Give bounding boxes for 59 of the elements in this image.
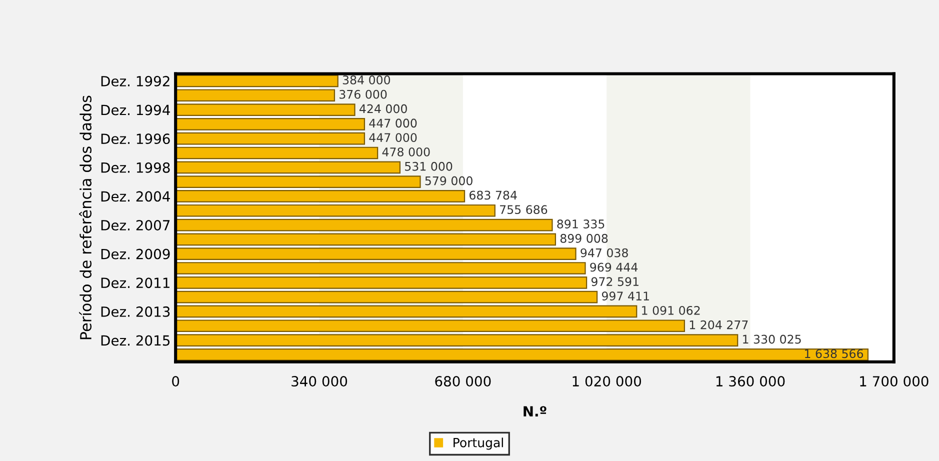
bar: [176, 118, 366, 130]
data-label: 969 444: [590, 262, 638, 272]
bar: [176, 262, 586, 274]
data-label: 683 784: [470, 190, 517, 200]
bar: [176, 176, 421, 188]
y-tick-label: Dez. 2004: [101, 191, 170, 202]
data-label: 755 686: [500, 205, 548, 214]
bar: [176, 190, 466, 202]
data-label: 972 591: [591, 277, 638, 286]
data-label: 891 335: [557, 220, 604, 228]
y-tick-label: Dez. 2013: [101, 306, 170, 317]
y-tick-label: Dez. 1998: [101, 162, 170, 173]
y-tick-label: Dez. 2007: [101, 220, 170, 230]
bar: [176, 146, 378, 160]
data-label: 579 000: [425, 176, 472, 186]
data-label: 531 000: [405, 162, 452, 171]
data-label: 899 008: [560, 234, 608, 243]
y-axis-title: Período de referência dos dados: [79, 96, 92, 340]
bar: [176, 290, 598, 304]
x-tick-label: 1 700 000: [860, 376, 928, 387]
data-label: 1 204 277: [690, 320, 748, 330]
y-tick-label: Dez. 2015: [101, 335, 170, 346]
data-label: 447 000: [369, 133, 417, 142]
data-label: 478 000: [382, 147, 430, 156]
bar: [176, 305, 638, 318]
data-label: 376 000: [340, 90, 387, 99]
bar: [176, 348, 869, 361]
bar: [176, 132, 366, 145]
y-tick-label: Dez. 1996: [101, 134, 170, 144]
data-label: 1 330 025: [743, 334, 801, 344]
y-tick-label: Dez. 2009: [101, 248, 170, 260]
data-label: 947 038: [580, 248, 628, 258]
data-label: 997 411: [602, 292, 649, 300]
bar: [176, 248, 576, 260]
x-tick-label: 340 000: [292, 376, 348, 387]
bar: [176, 161, 401, 174]
x-tick-label: 1 360 000: [716, 376, 785, 387]
y-tick-label: Dez. 1992: [101, 76, 170, 86]
data-label: 424 000: [360, 104, 407, 114]
bar: [176, 334, 738, 346]
bar: [176, 276, 588, 289]
y-tick-label: Dez. 1994: [101, 104, 170, 116]
x-axis-title: N.º: [524, 406, 546, 416]
bar: [176, 218, 553, 232]
bar: [176, 104, 356, 116]
data-label: 447 000: [369, 118, 417, 128]
x-tick-label: 1 020 000: [572, 376, 642, 387]
data-label: 1 638 566: [805, 349, 864, 358]
bar: [176, 89, 336, 102]
legend-label: Portugal: [454, 438, 503, 450]
y-tick-label: Dez. 2011: [101, 278, 170, 288]
data-label: 384 000: [342, 75, 390, 84]
bar: [176, 320, 686, 332]
bar: [176, 233, 556, 246]
bar: [176, 204, 496, 217]
bar: [176, 74, 338, 88]
data-label: 1 091 062: [642, 306, 700, 315]
x-tick-label: 0: [172, 376, 180, 387]
x-tick-label: 680 000: [435, 376, 491, 387]
